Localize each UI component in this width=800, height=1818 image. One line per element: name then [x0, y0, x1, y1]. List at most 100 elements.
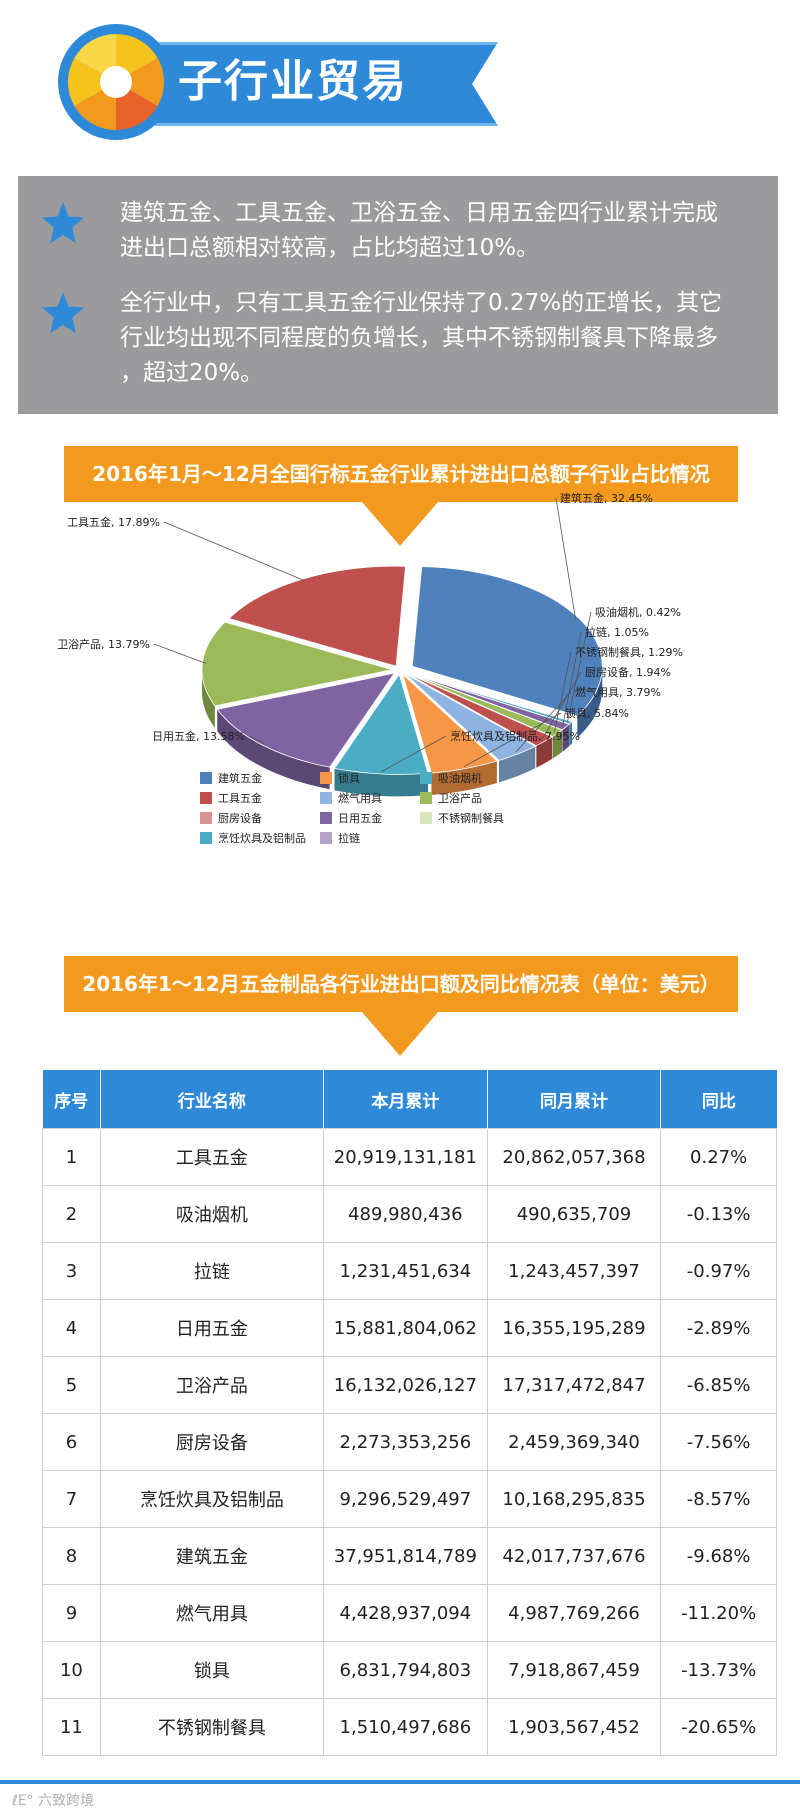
summary-line: 建筑五金、工具五金、卫浴五金、日用五金四行业累计完成	[120, 200, 718, 226]
summary-bullet: 建筑五金、工具五金、卫浴五金、日用五金四行业累计完成 进出口总额相对较高，占比均…	[40, 196, 760, 266]
table-row: 6 厨房设备 2,273,353,256 2,459,369,340 -7.56%	[42, 1413, 777, 1471]
pie-slice	[216, 672, 396, 768]
table-cell: 厨房设备	[99, 1413, 325, 1471]
pie-slice-side	[217, 709, 330, 790]
table-row: 10 锁具 6,831,794,803 7,918,867,459 -13.73%	[42, 1641, 777, 1699]
pie-data-label: 锁具, 5.84%	[565, 706, 629, 720]
pie-slice-side	[552, 730, 563, 759]
pie-slice	[405, 672, 554, 747]
pie-leader-line	[153, 643, 207, 664]
legend-label: 厨房设备	[218, 811, 262, 825]
table-cell: -6.85%	[660, 1356, 777, 1414]
table-cell: 4,428,937,094	[323, 1584, 488, 1642]
table-cell: 5	[42, 1356, 101, 1414]
summary-line: 全行业中，只有工具五金行业保持了0.27%的正增长，其它	[120, 290, 723, 316]
pie-leader-line	[555, 497, 576, 620]
table-cell: 16,355,195,289	[486, 1299, 662, 1357]
table-cell: 吸油烟机	[99, 1185, 325, 1243]
table-cell: 17,317,472,847	[486, 1356, 662, 1414]
table-cell: 烹饪炊具及铝制品	[99, 1470, 325, 1528]
legend-label: 工具五金	[218, 791, 262, 805]
table-cell: -2.89%	[660, 1299, 777, 1357]
table-cell: 1,903,567,452	[486, 1698, 662, 1756]
legend-label: 卫浴产品	[438, 791, 482, 805]
legend-swatch	[200, 772, 212, 784]
pie-slice-side	[334, 768, 428, 797]
legend-label: 吸油烟机	[438, 771, 482, 785]
summary-line: 进出口总额相对较高，占比均超过10%。	[120, 235, 540, 261]
table-cell: 8	[42, 1527, 101, 1585]
pie-slices	[201, 565, 603, 775]
table-header-cell: 序号	[42, 1070, 101, 1129]
legend-swatch	[320, 812, 332, 824]
legend-swatch	[420, 772, 432, 784]
legend-label: 日用五金	[338, 811, 382, 825]
pie-chart-title: 2016年1月～12月全国行标五金行业累计进出口总额子行业占比情况	[64, 446, 738, 502]
pie-slice-side	[562, 724, 570, 752]
table-cell: 20,919,131,181	[323, 1128, 488, 1186]
table-cell: 37,951,814,789	[323, 1527, 488, 1585]
table-cell: -9.68%	[660, 1527, 777, 1585]
star-icon	[41, 201, 85, 244]
table-cell: 20,862,057,368	[486, 1128, 662, 1186]
bottom-divider	[0, 1780, 800, 1784]
table-body: 1 工具五金 20,919,131,181 20,862,057,368 0.27% 2 吸…	[42, 1128, 777, 1756]
table-row: 8 建筑五金 37,951,814,789 42,017,737,676 -9.68%	[42, 1527, 777, 1585]
table-header-cell: 同月累计	[487, 1070, 662, 1129]
pie-leader-line	[248, 735, 265, 744]
pie-data-label: 燃气用具, 3.79%	[575, 685, 661, 699]
pie-leader-line	[554, 651, 572, 733]
pie-slice-side	[536, 736, 553, 768]
watermark: ℓE° 六致跨境	[12, 1793, 95, 1809]
table-cell: 6	[42, 1413, 101, 1471]
legend-label: 不锈钢制餐具	[438, 811, 504, 825]
table-cell: 1,510,497,686	[323, 1698, 488, 1756]
pie-labels: 建筑五金, 32.45% 吸油烟机, 0.42% 拉链, 1.05% 不锈钢制餐具, …	[57, 491, 683, 773]
legend-swatch	[200, 832, 212, 844]
pie-leader-line	[380, 735, 447, 773]
table-cell: 2,459,369,340	[486, 1413, 662, 1471]
pie-data-label: 日用五金, 13.58%	[152, 729, 245, 743]
legend-swatch	[320, 792, 332, 804]
legend-swatch	[200, 792, 212, 804]
legend-label: 燃气用具	[338, 791, 382, 805]
pie-slice	[228, 565, 407, 667]
legend-label: 建筑五金	[218, 771, 262, 785]
pie-depth	[202, 666, 603, 797]
table-cell: 10	[42, 1641, 101, 1699]
banner-arrow	[362, 502, 438, 546]
pie-slice	[404, 673, 537, 761]
legend-swatch	[320, 772, 332, 784]
table-row: 2 吸油烟机 489,980,436 490,635,709 -0.13%	[42, 1185, 777, 1243]
legend-label: 锁具	[338, 771, 360, 785]
table-cell: 9	[42, 1584, 101, 1642]
title-ribbon	[128, 42, 498, 126]
table-cell: 16,132,026,127	[323, 1356, 488, 1414]
table-cell: 4,987,769,266	[486, 1584, 662, 1642]
table-cell: 42,017,737,676	[486, 1527, 662, 1585]
table-cell: 7,918,867,459	[486, 1641, 662, 1699]
table-cell: 1,231,451,634	[323, 1242, 488, 1300]
table-row: 7 烹饪炊具及铝制品 9,296,529,497 10,168,295,835 -8.5…	[42, 1470, 777, 1528]
pie-data-label: 厨房设备, 1.94%	[585, 665, 671, 679]
table-cell: 7	[42, 1470, 101, 1528]
table-cell: 卫浴产品	[99, 1356, 325, 1414]
summary-bullet: 全行业中，只有工具五金行业保持了0.27%的正增长，其它 行业均出现不同程度的负…	[40, 286, 760, 391]
industry-table: 序号 行业名称 本月累计 同月累计 同比 1 工具五金 20,919,131,181 20,8…	[42, 1070, 777, 1756]
legend-swatch	[200, 812, 212, 824]
pie-slice-side	[569, 721, 572, 747]
table-cell: 拉链	[99, 1242, 325, 1300]
table-cell: 2	[42, 1185, 101, 1243]
table-cell: 燃气用具	[99, 1584, 325, 1642]
table-cell: 2,273,353,256	[323, 1413, 488, 1471]
table-cell: -0.97%	[660, 1242, 777, 1300]
pie-slice-side	[431, 760, 497, 796]
legend-label: 拉链	[338, 831, 360, 845]
table-cell: -7.56%	[660, 1413, 777, 1471]
pie-leader-line	[463, 712, 562, 768]
table-cell: 锁具	[99, 1641, 325, 1699]
table-cell: 0.27%	[660, 1128, 777, 1186]
pie-leader-line	[562, 631, 582, 726]
table-row: 1 工具五金 20,919,131,181 20,862,057,368 0.27%	[42, 1128, 777, 1186]
table-cell: -20.65%	[660, 1698, 777, 1756]
